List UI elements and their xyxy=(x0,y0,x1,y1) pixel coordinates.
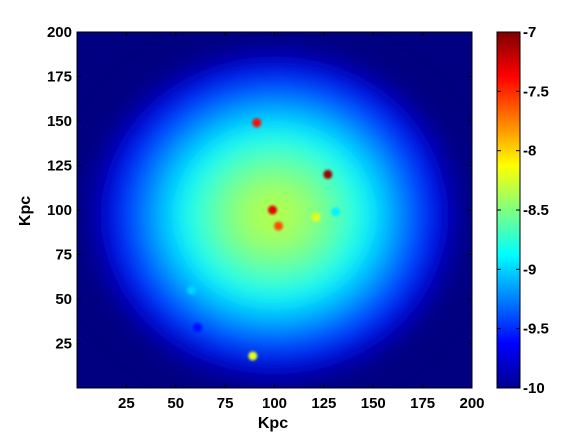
x-tick-label: 100 xyxy=(262,395,287,412)
hotspot xyxy=(273,221,283,231)
x-tick-label: 50 xyxy=(167,395,184,412)
hotspot xyxy=(311,212,321,222)
hotspot xyxy=(192,322,202,332)
hotspot xyxy=(323,169,333,179)
x-tick-label: 75 xyxy=(217,395,234,412)
hotspot xyxy=(187,285,197,295)
hotspot xyxy=(252,118,262,128)
x-tick-label: 200 xyxy=(459,395,484,412)
heatmap-plot-area xyxy=(77,32,472,388)
colorbar-tick-label: -10 xyxy=(523,380,545,397)
density-field xyxy=(82,42,467,388)
y-axis-label: Kpc xyxy=(17,196,34,226)
y-tick-label: 100 xyxy=(47,202,72,219)
colorbar-tick-label: -9.5 xyxy=(523,321,549,338)
hotspot xyxy=(248,351,258,361)
hotspot xyxy=(331,207,341,217)
y-tick-label: 200 xyxy=(47,24,72,41)
colorbar-tick-label: -9 xyxy=(523,261,536,278)
x-axis-label: Kpc xyxy=(258,415,288,432)
y-tick-label: 175 xyxy=(47,69,72,86)
colorbar-tick-label: -8 xyxy=(523,143,536,160)
hotspot-layer xyxy=(187,118,341,361)
colorbar-tick-label: -7 xyxy=(523,24,536,41)
y-tick-label: 125 xyxy=(47,158,72,175)
y-tick-label: 25 xyxy=(55,336,72,353)
x-tick-label: 125 xyxy=(311,395,336,412)
y-tick-label: 150 xyxy=(47,113,72,130)
x-tick-label: 150 xyxy=(361,395,386,412)
y-axis-ticks: 25 50 75 100 125 150 175 200 xyxy=(47,24,472,353)
y-tick-label: 75 xyxy=(55,247,72,264)
x-tick-label: 25 xyxy=(118,395,135,412)
hotspot xyxy=(268,205,278,215)
y-tick-label: 50 xyxy=(55,291,72,308)
x-axis-ticks: 25 50 75 100 125 150 175 200 xyxy=(118,32,485,412)
colorbar-tick-label: -7.5 xyxy=(523,83,549,100)
x-tick-label: 175 xyxy=(410,395,435,412)
colorbar-ticks: -7 -7.5 -8 -8.5 -9 -9.5 -10 xyxy=(497,24,549,397)
colorbar-tick-label: -8.5 xyxy=(523,202,549,219)
